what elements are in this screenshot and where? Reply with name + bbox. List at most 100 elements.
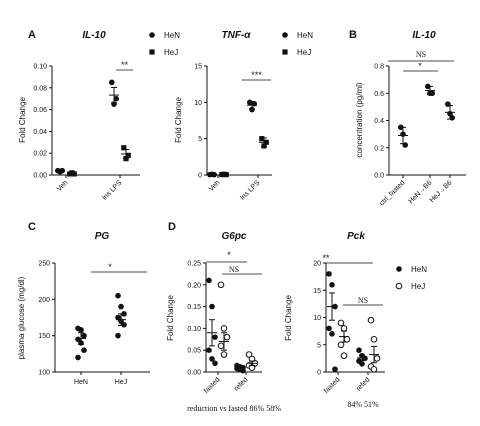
legend-label: HeJ — [411, 282, 425, 291]
y-axis-title: Fold Change — [18, 97, 27, 143]
data-point — [125, 152, 131, 158]
data-point — [359, 361, 365, 367]
y-tick-label: 15 — [194, 64, 202, 71]
y-tick-label: 0.10 — [187, 326, 201, 333]
x-tick-label: fasted — [323, 376, 342, 395]
data-point — [326, 271, 332, 277]
y-tick-label: 15 — [313, 288, 321, 295]
data-point — [109, 79, 115, 86]
data-point — [326, 325, 332, 332]
y-tick-label: 0.10 — [33, 64, 47, 71]
data-point — [121, 145, 127, 151]
y-tick-label: 0.0 — [374, 173, 384, 180]
y-tick-label: 0 — [198, 173, 202, 180]
y-tick-label: 10 — [194, 100, 202, 107]
data-point — [212, 360, 218, 367]
legend-label: HeJ — [164, 48, 178, 57]
legend-marker — [149, 32, 155, 38]
y-axis-title: Fold Change — [166, 295, 175, 341]
x-tick-label: Ins LPS — [101, 179, 124, 202]
data-point — [115, 292, 121, 299]
data-point — [220, 325, 228, 332]
y-tick-label: 0.20 — [187, 282, 201, 289]
panel-label: D — [168, 221, 176, 233]
y-tick-label: 0.04 — [33, 129, 47, 136]
data-point — [217, 281, 225, 289]
y-tick-label: 0.00 — [33, 173, 47, 180]
legend-label: HeJ — [297, 48, 311, 57]
y-axis-title: plasma glucose (mg/dl) — [17, 276, 26, 359]
data-point — [113, 95, 119, 102]
x-tick-label: HeN — [74, 379, 88, 386]
y-tick-label: 0.2 — [374, 145, 384, 152]
y-tick-label: 0.4 — [374, 118, 384, 125]
significance-label: ** — [121, 60, 129, 70]
panel-label: C — [28, 221, 36, 233]
x-tick-label: HeJ — [115, 379, 127, 386]
y-axis-title: Fold Change — [284, 295, 293, 341]
data-point — [362, 355, 368, 362]
chart-title: IL-10 — [82, 30, 106, 41]
significance-label: * — [108, 262, 112, 272]
x-tick-label: refed — [233, 376, 249, 392]
y-tick-label: 0.08 — [33, 85, 47, 92]
data-point — [332, 366, 338, 373]
significance-label: * — [418, 61, 422, 71]
x-tick-label: ctrl_fasted — [379, 179, 407, 207]
significance-label: NS — [416, 50, 426, 59]
y-tick-label: 0.06 — [33, 107, 47, 114]
legend-label: HeN — [297, 31, 313, 40]
y-tick-label: 150 — [38, 333, 50, 340]
data-point — [220, 351, 228, 358]
data-point — [340, 325, 348, 332]
significance-label: NS — [229, 265, 239, 274]
data-point — [115, 332, 121, 339]
y-tick-label: 10 — [313, 315, 321, 322]
data-point — [240, 367, 246, 374]
y-tick-label: 20 — [313, 261, 321, 268]
data-point — [118, 303, 124, 310]
data-point — [223, 333, 231, 341]
chart-title: PG — [95, 231, 110, 242]
y-tick-label: 0.8 — [374, 64, 384, 71]
data-point — [81, 347, 87, 354]
x-tick-label: HeJ→B6 — [429, 179, 454, 204]
footer-text: 84% 51% — [347, 400, 379, 409]
data-point — [247, 99, 253, 106]
panel-label: A — [28, 29, 36, 41]
y-tick-label: 5 — [317, 342, 321, 349]
y-tick-label: 0.6 — [374, 91, 384, 98]
y-tick-label: 0.05 — [187, 348, 201, 355]
x-tick-label: refed — [355, 376, 371, 392]
data-point — [356, 347, 362, 354]
chart-title: G6pc — [221, 231, 246, 242]
data-point — [337, 319, 345, 327]
legend-marker — [149, 49, 155, 55]
data-point — [78, 327, 84, 333]
data-point — [81, 332, 87, 339]
legend-marker — [395, 282, 403, 290]
y-tick-label: 0.00 — [187, 370, 201, 377]
data-point — [212, 334, 218, 340]
chart-title: IL-10 — [412, 30, 436, 41]
significance-label: *** — [251, 70, 262, 80]
data-point — [245, 351, 253, 358]
x-tick-label: Veh — [56, 179, 70, 193]
legend-label: HeN — [411, 265, 427, 274]
chart-title: Pck — [347, 231, 365, 242]
data-point — [370, 365, 378, 373]
x-tick-label: fasted — [203, 376, 222, 395]
legend-label: HeN — [164, 31, 180, 40]
data-point — [206, 277, 212, 284]
data-point — [75, 354, 81, 361]
y-axis-title: Fold Change — [174, 97, 183, 143]
data-point — [209, 303, 215, 310]
chart-title: TNF-α — [222, 30, 252, 41]
x-tick-label: Ins LPS — [239, 179, 262, 202]
data-point — [367, 316, 375, 324]
data-point — [209, 356, 215, 362]
data-point — [121, 321, 127, 328]
data-point — [340, 352, 348, 359]
legend-marker — [282, 49, 288, 55]
y-tick-label: 100 — [38, 370, 50, 377]
